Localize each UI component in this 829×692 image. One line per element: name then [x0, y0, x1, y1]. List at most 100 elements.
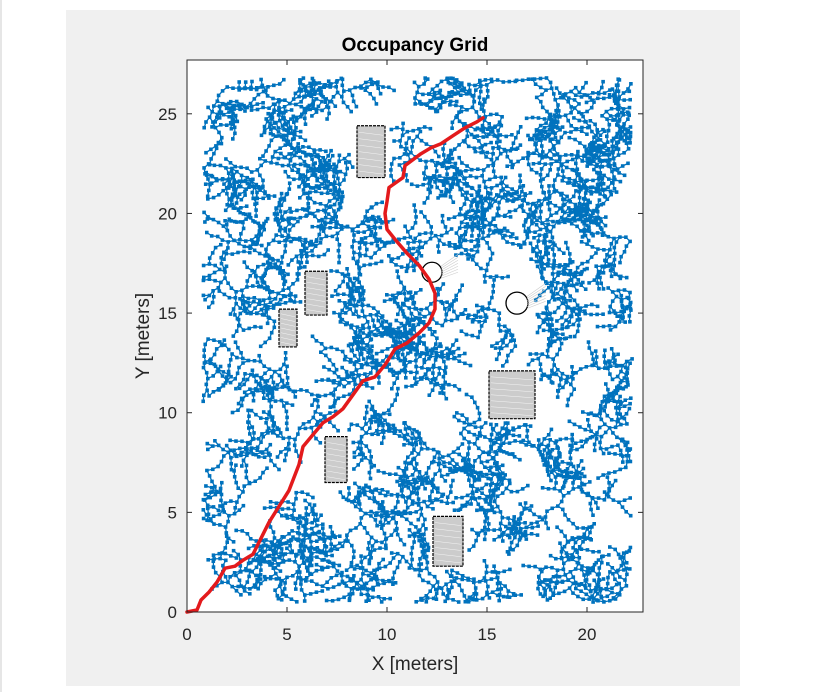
tree-node [388, 297, 393, 302]
tree-node [224, 443, 229, 448]
tree-node [262, 286, 267, 290]
tree-node [404, 517, 409, 522]
tree-node [366, 350, 370, 354]
tree-node [358, 293, 362, 298]
tree-node [227, 217, 232, 221]
tree-node [556, 167, 561, 171]
tree-node [267, 398, 272, 402]
tree-node [375, 429, 379, 433]
tree-node [419, 102, 423, 106]
tree-node [340, 317, 345, 322]
tree-node [544, 153, 548, 158]
tree-node [433, 149, 438, 154]
tree-node [459, 329, 464, 333]
tree-node [396, 510, 401, 514]
tree-node [439, 189, 444, 194]
tree-node [396, 500, 400, 504]
tree-node [549, 328, 554, 333]
tree-node [217, 267, 222, 272]
tree-node [566, 99, 570, 104]
tree-node [470, 320, 475, 324]
tree-node [221, 370, 226, 374]
tree-node [419, 254, 424, 258]
tree-node [299, 578, 303, 582]
tree-node [251, 219, 255, 223]
tree-node [215, 112, 220, 117]
tree-node [309, 555, 313, 559]
tree-node [367, 598, 371, 602]
tree-node [309, 557, 314, 562]
tree-node [386, 521, 391, 525]
tree-node [501, 340, 505, 345]
tree-node [281, 269, 285, 273]
tree-node [457, 110, 461, 114]
tree-node [564, 436, 568, 441]
tree-node [357, 280, 361, 284]
tree-node [619, 587, 624, 591]
tree-node [286, 163, 291, 168]
tree-node [609, 418, 614, 422]
tree-node [258, 359, 263, 364]
tree-node [279, 151, 283, 156]
tree-node [450, 185, 454, 189]
tree-node [279, 598, 284, 602]
tree-node [561, 567, 566, 572]
tree-node [220, 480, 224, 485]
tree-node [470, 186, 475, 191]
tree-node [573, 540, 578, 545]
tree-node [370, 414, 374, 419]
tree-node [211, 444, 215, 448]
tree-node [324, 553, 328, 558]
tree-node [267, 106, 271, 110]
tree-node [409, 150, 413, 155]
tree-node [245, 279, 250, 283]
tree-node [352, 586, 356, 590]
tree-node [621, 561, 625, 566]
tree-node [250, 368, 255, 373]
tree-node [295, 278, 300, 282]
tree-node [428, 498, 432, 503]
tree-node [491, 197, 495, 202]
tree-node [569, 111, 573, 115]
tree-node [301, 178, 306, 183]
tree-node [211, 553, 216, 557]
tree-node [500, 491, 505, 495]
tree-node [442, 359, 446, 364]
tree-node [317, 86, 322, 90]
tree-node [572, 334, 577, 339]
tree-node [402, 323, 406, 328]
tree-node [321, 532, 326, 536]
tree-node [285, 382, 290, 386]
tree-node [234, 301, 238, 306]
tree-node [546, 433, 551, 437]
tree-node [323, 393, 328, 398]
tree-node [372, 548, 377, 552]
tree-node [355, 289, 359, 293]
tree-node [204, 150, 208, 155]
tree-node [574, 209, 579, 214]
tree-node [289, 108, 294, 112]
tree-node [243, 86, 247, 91]
tree-node [246, 420, 250, 424]
tree-node [349, 422, 354, 427]
tree-node [514, 135, 518, 140]
tree-node [393, 528, 397, 533]
tree-node [358, 291, 362, 296]
tree-node [349, 561, 354, 565]
tree-node [484, 482, 489, 487]
tree-node [378, 91, 383, 96]
tree-node [586, 160, 590, 165]
tree-node [401, 347, 406, 351]
tree-node [462, 86, 466, 91]
tree-node [542, 448, 547, 452]
tree-node [369, 356, 373, 360]
tree-node [439, 499, 444, 504]
tree-node [414, 307, 419, 311]
tree-node [624, 561, 629, 565]
tree-node [414, 215, 418, 219]
tree-node [436, 486, 440, 490]
tree-node [414, 600, 418, 604]
tree-node [523, 521, 527, 525]
tree-node [303, 426, 308, 431]
tree-node [245, 285, 249, 289]
